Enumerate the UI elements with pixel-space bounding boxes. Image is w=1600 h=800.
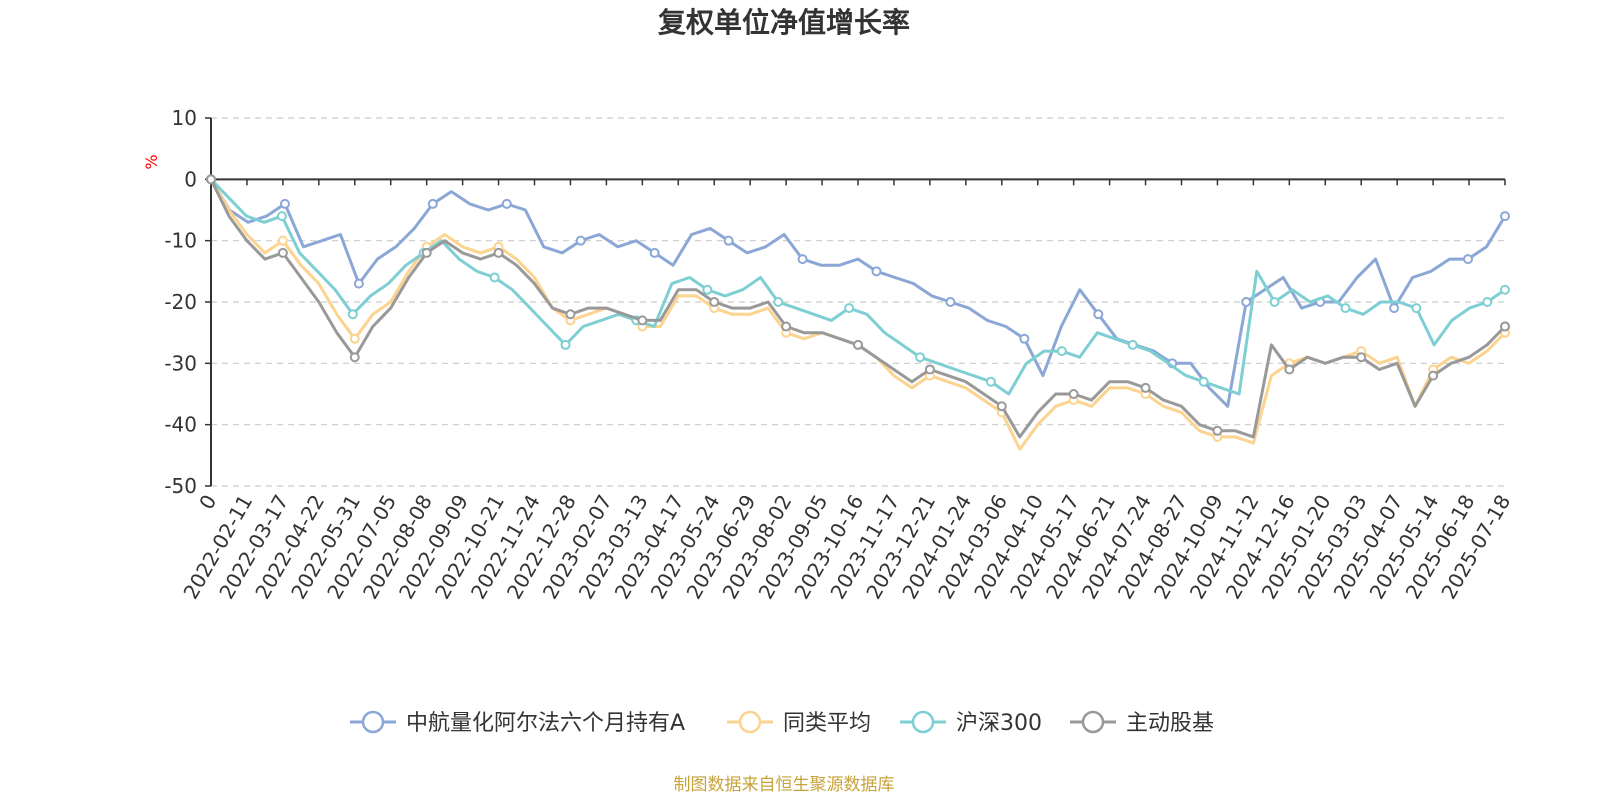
legend-item[interactable]: 沪深300 — [900, 710, 1042, 736]
data-point — [565, 309, 576, 320]
data-point — [276, 211, 287, 222]
data-point — [702, 284, 713, 295]
data-point — [637, 315, 648, 326]
legend-swatch-marker — [1081, 710, 1105, 734]
data-point — [797, 254, 808, 265]
series-line — [209, 178, 1506, 396]
data-point — [996, 401, 1007, 412]
data-point — [489, 272, 500, 283]
data-point — [871, 266, 882, 277]
data-point — [1340, 303, 1351, 314]
data-point — [1500, 211, 1510, 222]
data-point — [781, 321, 792, 332]
source-note: 制图数据来自恒生聚源数据库 — [674, 775, 895, 795]
x-axis: 02022-02-112022-03-172022-04-222022-05-3… — [178, 178, 1515, 603]
series-line — [209, 178, 1507, 439]
data-point — [924, 364, 935, 375]
data-point — [347, 309, 358, 320]
data-point — [277, 235, 288, 246]
data-point — [853, 339, 863, 350]
y-tick-label: -30 — [164, 351, 197, 375]
data-point — [1056, 346, 1067, 357]
data-point — [1093, 309, 1104, 320]
legend-label: 中航量化阿尔法六个月持有A — [406, 711, 685, 736]
y-tick-label: -10 — [164, 229, 197, 253]
series-0 — [206, 174, 1510, 408]
series-3 — [206, 174, 1510, 439]
legend-swatch-marker — [738, 710, 762, 734]
data-point — [1482, 297, 1493, 307]
data-point — [501, 198, 512, 209]
data-point — [1500, 321, 1510, 332]
data-point — [1212, 425, 1223, 436]
y-tick-label: -20 — [164, 290, 197, 314]
data-point — [349, 333, 360, 344]
y-tick-label: 10 — [172, 106, 197, 130]
series-layer — [206, 174, 1510, 451]
data-point — [1269, 297, 1280, 307]
data-point — [723, 235, 734, 246]
data-point — [1019, 333, 1030, 344]
y-axis: 10 0 -10 -20 -30 -40 -50 — [164, 106, 212, 498]
data-point — [349, 352, 360, 363]
legend-swatch-marker — [361, 710, 385, 734]
legend-label: 主动股基 — [1126, 711, 1214, 736]
data-point — [575, 235, 586, 246]
data-point — [1389, 303, 1400, 314]
data-point — [1428, 370, 1439, 381]
data-point — [1356, 352, 1367, 363]
legend-item[interactable]: 中航量化阿尔法六个月持有A — [350, 710, 685, 736]
legend-label: 沪深300 — [956, 711, 1042, 736]
data-point — [649, 247, 660, 258]
data-point — [1500, 284, 1510, 295]
data-point — [915, 352, 926, 363]
data-point — [493, 247, 504, 258]
data-point — [709, 297, 720, 307]
data-point — [1241, 297, 1252, 307]
chart-title: 复权单位净值增长率 — [658, 6, 910, 39]
legend: 中航量化阿尔法六个月持有A 同类平均 沪深300 主动股基 — [350, 710, 1214, 736]
data-point — [1140, 382, 1151, 393]
series-line — [209, 178, 1507, 408]
series-line — [209, 178, 1507, 451]
legend-label: 同类平均 — [783, 711, 871, 736]
data-point — [206, 174, 216, 185]
x-tick-label: 0 — [194, 491, 221, 514]
data-point — [1284, 364, 1295, 375]
data-point — [945, 297, 956, 307]
data-point — [353, 278, 364, 289]
data-point — [985, 376, 996, 387]
legend-item[interactable]: 同类平均 — [727, 710, 871, 736]
data-point — [279, 198, 290, 209]
data-point — [1411, 303, 1422, 314]
data-point — [277, 247, 288, 258]
y-tick-label: 0 — [184, 167, 197, 191]
legend-swatch-marker — [911, 710, 935, 734]
y-axis-unit: % — [142, 154, 161, 169]
data-point — [844, 303, 855, 314]
y-tick-label: -40 — [164, 413, 197, 437]
data-point — [1068, 389, 1079, 399]
data-point — [1463, 254, 1474, 265]
legend-item[interactable]: 主动股基 — [1070, 710, 1214, 736]
data-point — [421, 247, 432, 258]
data-point — [1127, 339, 1138, 350]
data-point — [1198, 376, 1209, 387]
data-point — [427, 198, 438, 209]
data-point — [773, 297, 784, 307]
data-point — [560, 339, 571, 350]
y-tick-label: -50 — [164, 474, 197, 498]
